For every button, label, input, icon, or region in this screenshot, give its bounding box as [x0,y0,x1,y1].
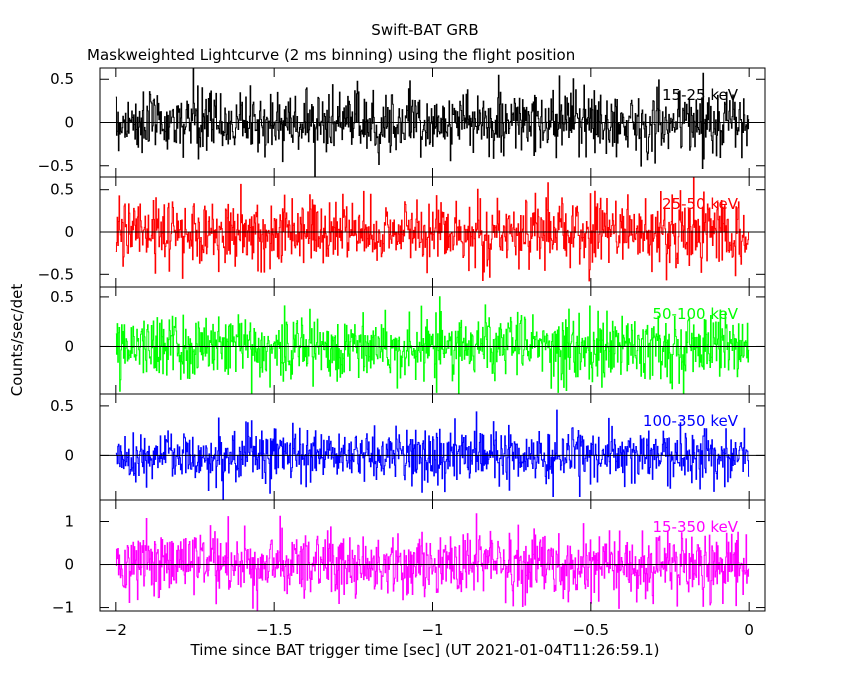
y-tick-label-0-2: 0.5 [50,70,74,88]
x-tick-label-1: −1.5 [256,621,292,639]
y-tick-label-1-0: −0.5 [38,265,74,283]
y-tick-label-1-1: 0 [64,223,74,241]
series-label-4: 15-350 keV [652,518,738,536]
series-label-1: 25-50 keV [662,195,739,213]
panel-4: −1 0 1 15-350 keV [52,499,766,617]
y-tick-label-2-1: 0.5 [50,288,74,306]
y-tick-label-3-0: 0 [64,446,74,464]
y-tick-label-3-1: 0.5 [50,397,74,415]
series-line-1 [115,177,750,282]
y-tick-label-2-0: 0 [64,337,74,355]
series-label-3: 100-350 keV [643,412,739,430]
chart-title: Swift-BAT GRB [371,21,478,39]
series-label-2: 50-100 keV [652,305,738,323]
x-axis: −2 −1.5 −1 −0.5 0 [105,621,754,639]
y-tick-label-4-0: −1 [52,599,74,617]
y-axis-label: Counts/sec/det [8,284,26,397]
x-tick-label-3: −0.5 [573,621,609,639]
y-tick-label-0-0: −0.5 [38,157,74,175]
series-line-0 [115,68,750,177]
series-line-4 [115,513,750,611]
chart-subtitle: Maskweighted Lightcurve (2 ms binning) u… [87,46,575,64]
panel-1: −0.5 0 0.5 25-50 keV [38,176,766,288]
panels-group: −0.5 0 0.5 15-25 keV −0.5 0 0.5 25-50 keV 0 0.5 50… [38,67,766,617]
panel-0: −0.5 0 0.5 15-25 keV [38,67,766,178]
series-label-0: 15-25 keV [662,86,739,104]
y-tick-label-4-2: 1 [64,513,74,531]
x-tick-label-4: 0 [744,621,754,639]
y-tick-label-0-1: 0 [64,114,74,132]
panel-2: 0 0.5 50-100 keV [50,286,766,395]
panel-3: 0 0.5 100-350 keV [50,393,766,501]
x-tick-label-2: −1 [421,621,443,639]
series-line-2 [115,296,750,394]
x-axis-label: Time since BAT trigger time [sec] (UT 20… [190,641,660,659]
y-tick-label-1-2: 0.5 [50,181,74,199]
y-tick-label-4-1: 0 [64,556,74,574]
series-line-3 [115,409,750,500]
x-tick-label-0: −2 [105,621,127,639]
